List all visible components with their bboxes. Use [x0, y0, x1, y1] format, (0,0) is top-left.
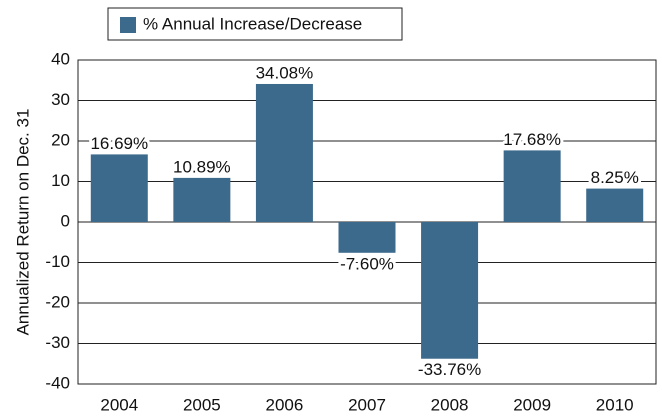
- y-tick-label: -20: [45, 292, 70, 311]
- bar: [586, 188, 644, 222]
- value-label: 34.08%: [256, 63, 314, 82]
- y-tick-label: -10: [45, 252, 70, 271]
- x-tick-label: 2006: [266, 395, 304, 414]
- value-label: 8.25%: [591, 168, 639, 187]
- value-label: -7.60%: [340, 254, 394, 273]
- bar: [421, 222, 479, 359]
- legend-label: % Annual Increase/Decrease: [143, 14, 362, 33]
- y-tick-label: -30: [45, 333, 70, 352]
- bar: [255, 83, 313, 222]
- y-tick-label: 20: [51, 130, 70, 149]
- x-tick-label: 2005: [183, 395, 221, 414]
- legend-box: [107, 7, 403, 41]
- x-tick-label: 2004: [100, 395, 138, 414]
- bar: [90, 154, 148, 222]
- value-label: 16.69%: [90, 134, 148, 153]
- bar: [173, 177, 231, 222]
- x-tick-label: 2008: [431, 395, 469, 414]
- value-label: 10.89%: [173, 157, 231, 176]
- plot-border: [77, 59, 657, 385]
- legend-swatch: [120, 17, 136, 33]
- x-tick-label: 2007: [348, 395, 386, 414]
- bar: [503, 150, 561, 222]
- x-tick-label: 2010: [596, 395, 634, 414]
- y-axis-label: Annualized Return on Dec. 31: [13, 109, 32, 336]
- y-tick-label: -40: [45, 373, 70, 392]
- y-tick-label: 30: [51, 90, 70, 109]
- value-label: 17.68%: [503, 130, 561, 149]
- y-tick-label: 40: [51, 49, 70, 68]
- y-tick-label: 0: [61, 211, 70, 230]
- bar: [338, 222, 396, 253]
- y-tick-label: 10: [51, 171, 70, 190]
- value-label: -33.76%: [418, 360, 481, 379]
- x-tick-label: 2009: [513, 395, 551, 414]
